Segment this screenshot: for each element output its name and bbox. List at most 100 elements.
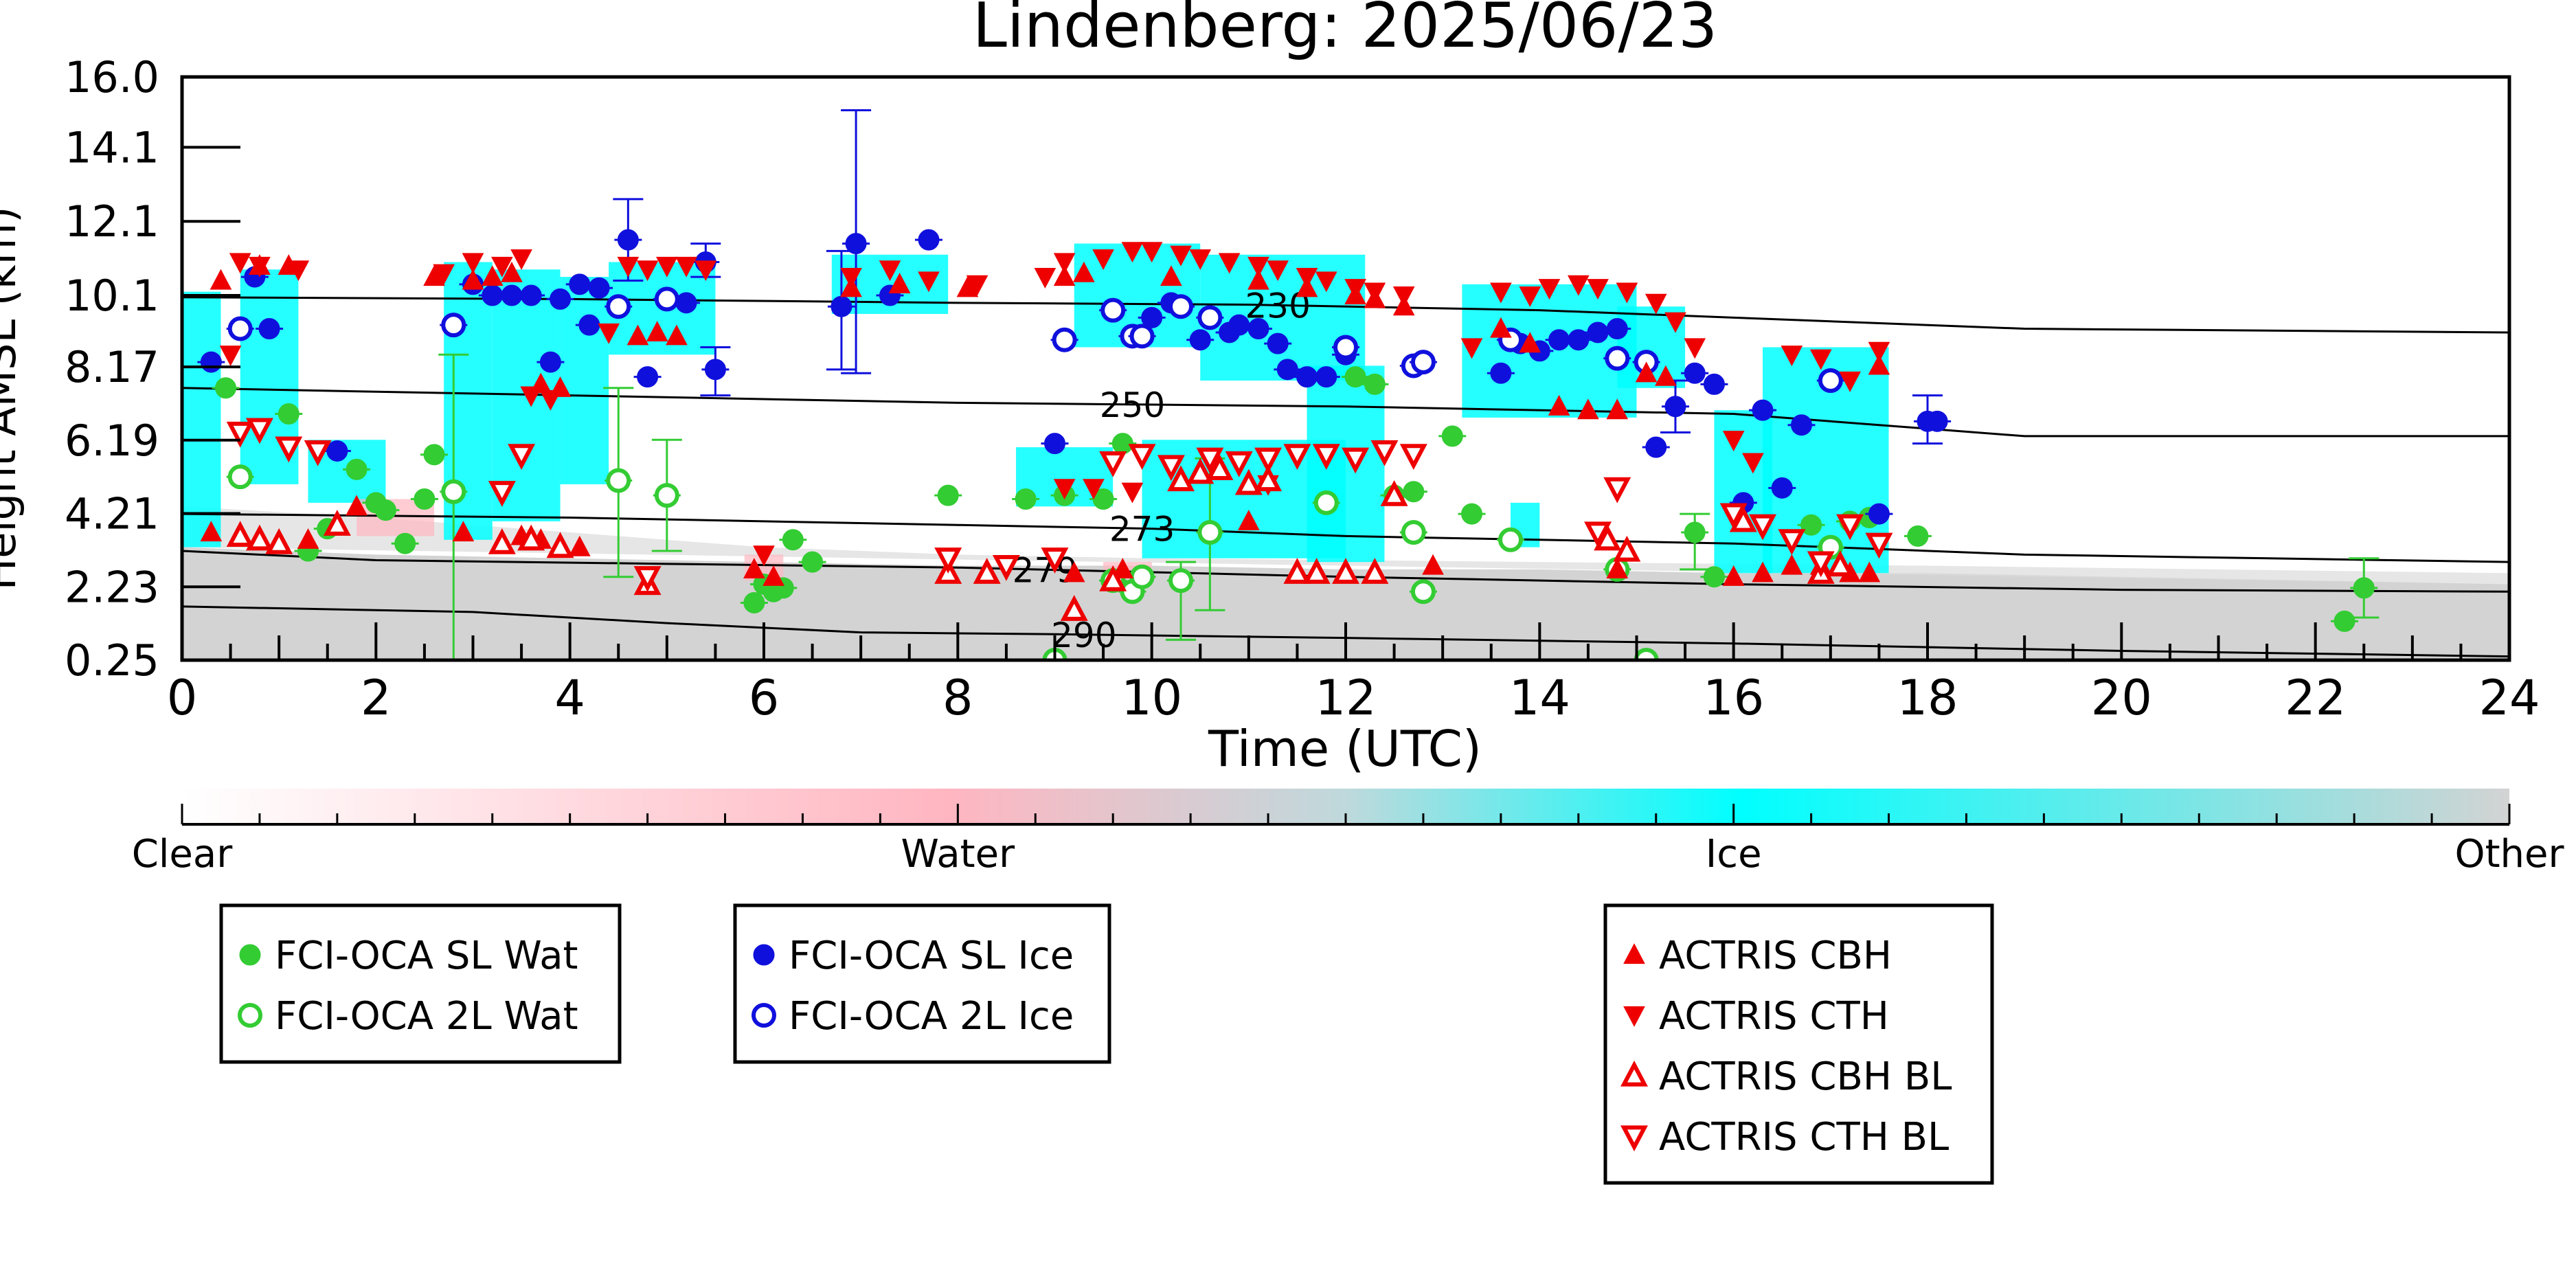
point-fci-oca-sl-ice [1587, 321, 1609, 343]
point-actris-cbh [1752, 561, 1774, 583]
point-actris-cbh-bl [245, 524, 273, 551]
point-fci-oca-sl-wat [394, 532, 416, 554]
point-actris-cbh-bl [1234, 468, 1263, 495]
point-fci-oca-sl-wat [346, 458, 368, 480]
point-actris-cbh-bl [1302, 558, 1331, 584]
point-actris-cbh [1519, 332, 1541, 353]
legend-marker-fci-oca-sl-wat [239, 944, 261, 966]
point-fci-oca-sl-ice [1790, 414, 1812, 436]
other-layer-upper [182, 506, 2509, 585]
x-tick-label: 12 [1315, 670, 1376, 726]
x-axis: 0 2 4 6 8 10 12 14 16 18 20 22 24 [167, 622, 2540, 726]
point-actris-cth-bl [1342, 447, 1370, 474]
point-actris-cbh-bl [1361, 558, 1389, 584]
point-actris-cth [1315, 271, 1337, 293]
contour-line-290 [182, 605, 2509, 658]
point-actris-cth-bl [508, 444, 536, 470]
point-fci-oca-sl-ice [1315, 366, 1337, 388]
point-fci-oca-sl-wat [1403, 481, 1425, 503]
point-actris-cth [287, 260, 310, 282]
point-fci-oca-sl-wat [1364, 373, 1386, 395]
point-actris-cbh [462, 269, 484, 290]
point-actris-cth-bl [1283, 444, 1311, 470]
point-fci-oca-2l-wat [227, 464, 253, 490]
point-actris-cbh [1577, 398, 1599, 420]
legend-marker-fci-oca-2l-wat [238, 1003, 262, 1028]
x-tick-label: 16 [1703, 670, 1764, 726]
ice-cloud-patch [182, 291, 221, 547]
point-fci-oca-sl-ice [1276, 359, 1298, 381]
x-tick-label: 24 [2478, 670, 2540, 726]
point-actris-cbh [1548, 394, 1570, 416]
point-fci-oca-sl-wat [1703, 566, 1725, 588]
point-fci-oca-2l-ice [1818, 368, 1843, 394]
legend-label-fci-oca-2l-wat: FCI-OCA 2L Wat [275, 994, 578, 1039]
point-actris-cth-bl [245, 418, 273, 444]
point-actris-cth [1742, 453, 1764, 474]
point-fci-oca-2l-ice [441, 313, 466, 338]
point-fci-oca-sl-ice [704, 359, 726, 381]
point-actris-cth-bl [1584, 521, 1612, 548]
point-fci-oca-2l-wat [1129, 564, 1155, 589]
point-actris-cbh [666, 324, 688, 346]
point-actris-cbh [297, 528, 319, 549]
point-actris-cth-bl [1254, 447, 1283, 474]
point-fci-oca-2l-ice [1052, 327, 1077, 352]
legend-actris: ACTRIS CBH ACTRIS CTH ACTRIS CBH BL ACTRIS … [1603, 903, 1994, 1185]
point-actris-cth [1460, 338, 1483, 359]
point-actris-cbh [1868, 354, 1890, 375]
point-actris-cth [1684, 338, 1706, 359]
point-fci-oca-sl-wat [423, 444, 445, 466]
point-actris-cth-bl [275, 436, 303, 463]
point-fci-oca-sl-ice [831, 295, 852, 317]
y-tick-label: 0.25 [65, 635, 159, 686]
point-fci-oca-sl-ice [1247, 318, 1269, 340]
point-fci-oca-sl-ice [617, 229, 639, 251]
point-actris-cbh [888, 273, 911, 293]
colorbar-label-ice: Ice [1706, 832, 1762, 877]
legend-box [733, 903, 1111, 1064]
point-actris-cth-bl [1370, 440, 1399, 466]
legend-box [1603, 903, 1994, 1185]
point-fci-oca-2l-wat [1197, 520, 1223, 545]
legend-marker-actris-cbh [1623, 943, 1645, 964]
point-actris-cth [539, 389, 562, 411]
point-fci-oca-sl-wat [2334, 610, 2355, 632]
point-actris-cth [1809, 349, 1832, 370]
point-actris-cbh-bl [226, 521, 254, 547]
point-fci-oca-sl-ice [675, 292, 697, 314]
point-fci-oca-2l-ice [1605, 346, 1630, 371]
y-tick-label: 12.1 [65, 196, 159, 247]
point-fci-oca-2l-ice [1129, 324, 1155, 349]
legend-label-actris-cth: ACTRIS CTH [1659, 994, 1889, 1039]
point-fci-oca-2l-wat [441, 479, 466, 504]
point-fci-oca-2l-ice [1333, 335, 1358, 360]
x-tick-label: 0 [167, 670, 198, 726]
point-fci-oca-2l-wat [654, 483, 679, 508]
legend-marker-actris-cth-bl [1620, 1125, 1648, 1152]
point-fci-oca-2l-ice [1197, 305, 1223, 330]
colorbar-label-clear: Clear [132, 832, 233, 877]
point-fci-oca-sl-ice [1044, 433, 1065, 455]
point-actris-cbh [762, 565, 784, 586]
point-actris-cbh-bl [265, 528, 293, 554]
point-actris-cth [520, 386, 543, 407]
point-fci-oca-sl-ice [637, 366, 659, 388]
point-actris-cbh-bl [1167, 465, 1195, 492]
legend-label-actris-cth-bl: ACTRIS CTH BL [1659, 1115, 1949, 1160]
point-actris-cth [1781, 346, 1803, 367]
y-tick-label: 6.19 [65, 416, 159, 466]
point-actris-cth [1567, 275, 1590, 296]
point-actris-cbh [626, 324, 649, 346]
point-actris-cth-bl [1807, 551, 1835, 578]
point-fci-oca-sl-ice [550, 288, 572, 310]
point-actris-cbh [1160, 265, 1182, 286]
point-actris-cth [1121, 242, 1144, 263]
point-fci-oca-2l-wat [1401, 520, 1426, 545]
point-actris-cbh-bl [323, 510, 351, 536]
point-actris-cth [1839, 371, 1861, 392]
point-fci-oca-sl-ice [1189, 329, 1211, 351]
point-actris-cth-bl [934, 547, 962, 574]
point-actris-cbh [1722, 565, 1745, 586]
